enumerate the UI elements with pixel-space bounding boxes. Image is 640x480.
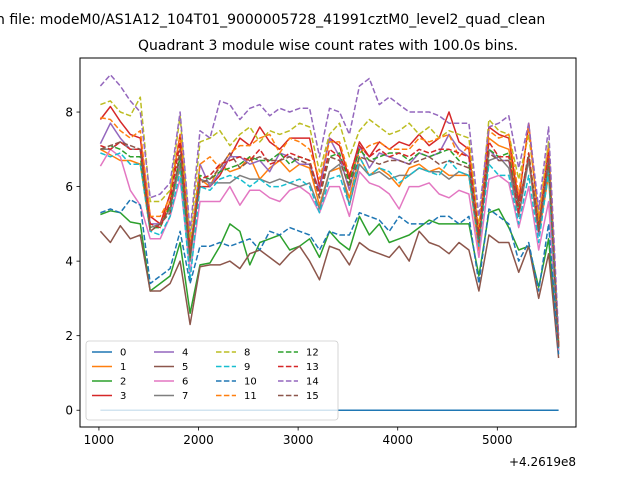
series-line-14 <box>99 74 560 336</box>
legend-label-12: 12 <box>306 348 319 359</box>
series-line-10 <box>100 198 560 355</box>
legend-label-6: 6 <box>182 377 188 388</box>
axes-frame <box>79 57 577 428</box>
x-tick-label: 2000 <box>183 433 214 447</box>
legend-label-10: 10 <box>244 377 257 388</box>
figure-suptitle: n file: modeM0/AS1A12_104T01_9000005728_… <box>0 12 545 28</box>
legend-label-11: 11 <box>244 391 257 402</box>
legend-label-3: 3 <box>120 391 126 402</box>
legend-label-8: 8 <box>244 348 250 359</box>
series-line-15 <box>100 141 560 347</box>
legend-label-1: 1 <box>120 362 126 373</box>
y-tick-label: 8 <box>65 106 73 120</box>
plot-area: 1000 2000 3000 4000 5000 0 2 4 6 8 +4.2619e8 <box>65 57 577 469</box>
x-tick-label: 5000 <box>482 433 513 447</box>
series-line-13 <box>100 141 560 347</box>
x-tick-label: 4000 <box>382 433 413 447</box>
y-axis: 0 2 4 6 8 <box>65 106 80 418</box>
legend-label-7: 7 <box>182 391 188 402</box>
y-tick-label: 4 <box>65 255 73 269</box>
legend-label-14: 14 <box>306 377 319 388</box>
legend-label-9: 9 <box>244 362 250 373</box>
series-line-6 <box>99 148 560 351</box>
legend-box <box>85 340 339 421</box>
legend-label-15: 15 <box>306 391 319 402</box>
legend-label-0: 0 <box>120 348 126 359</box>
legend-label-5: 5 <box>182 362 188 373</box>
series-line-5 <box>99 224 560 359</box>
x-tick-label: 3000 <box>283 433 314 447</box>
series-line-11 <box>100 116 560 344</box>
chart-title: Quadrant 3 module wise count rates with … <box>138 38 518 54</box>
y-tick-label: 0 <box>65 404 73 418</box>
x-tick-label: 1000 <box>84 433 115 447</box>
legend-label-13: 13 <box>306 362 319 373</box>
legend-label-4: 4 <box>182 348 188 359</box>
y-tick-label: 6 <box>65 180 73 194</box>
x-offset-label: +4.2619e8 <box>509 455 576 469</box>
series-layer <box>99 74 560 411</box>
y-tick-label: 2 <box>65 329 73 343</box>
legend-label-2: 2 <box>120 377 126 388</box>
x-axis: 1000 2000 3000 4000 5000 <box>84 427 513 447</box>
series-line-9 <box>100 152 560 351</box>
